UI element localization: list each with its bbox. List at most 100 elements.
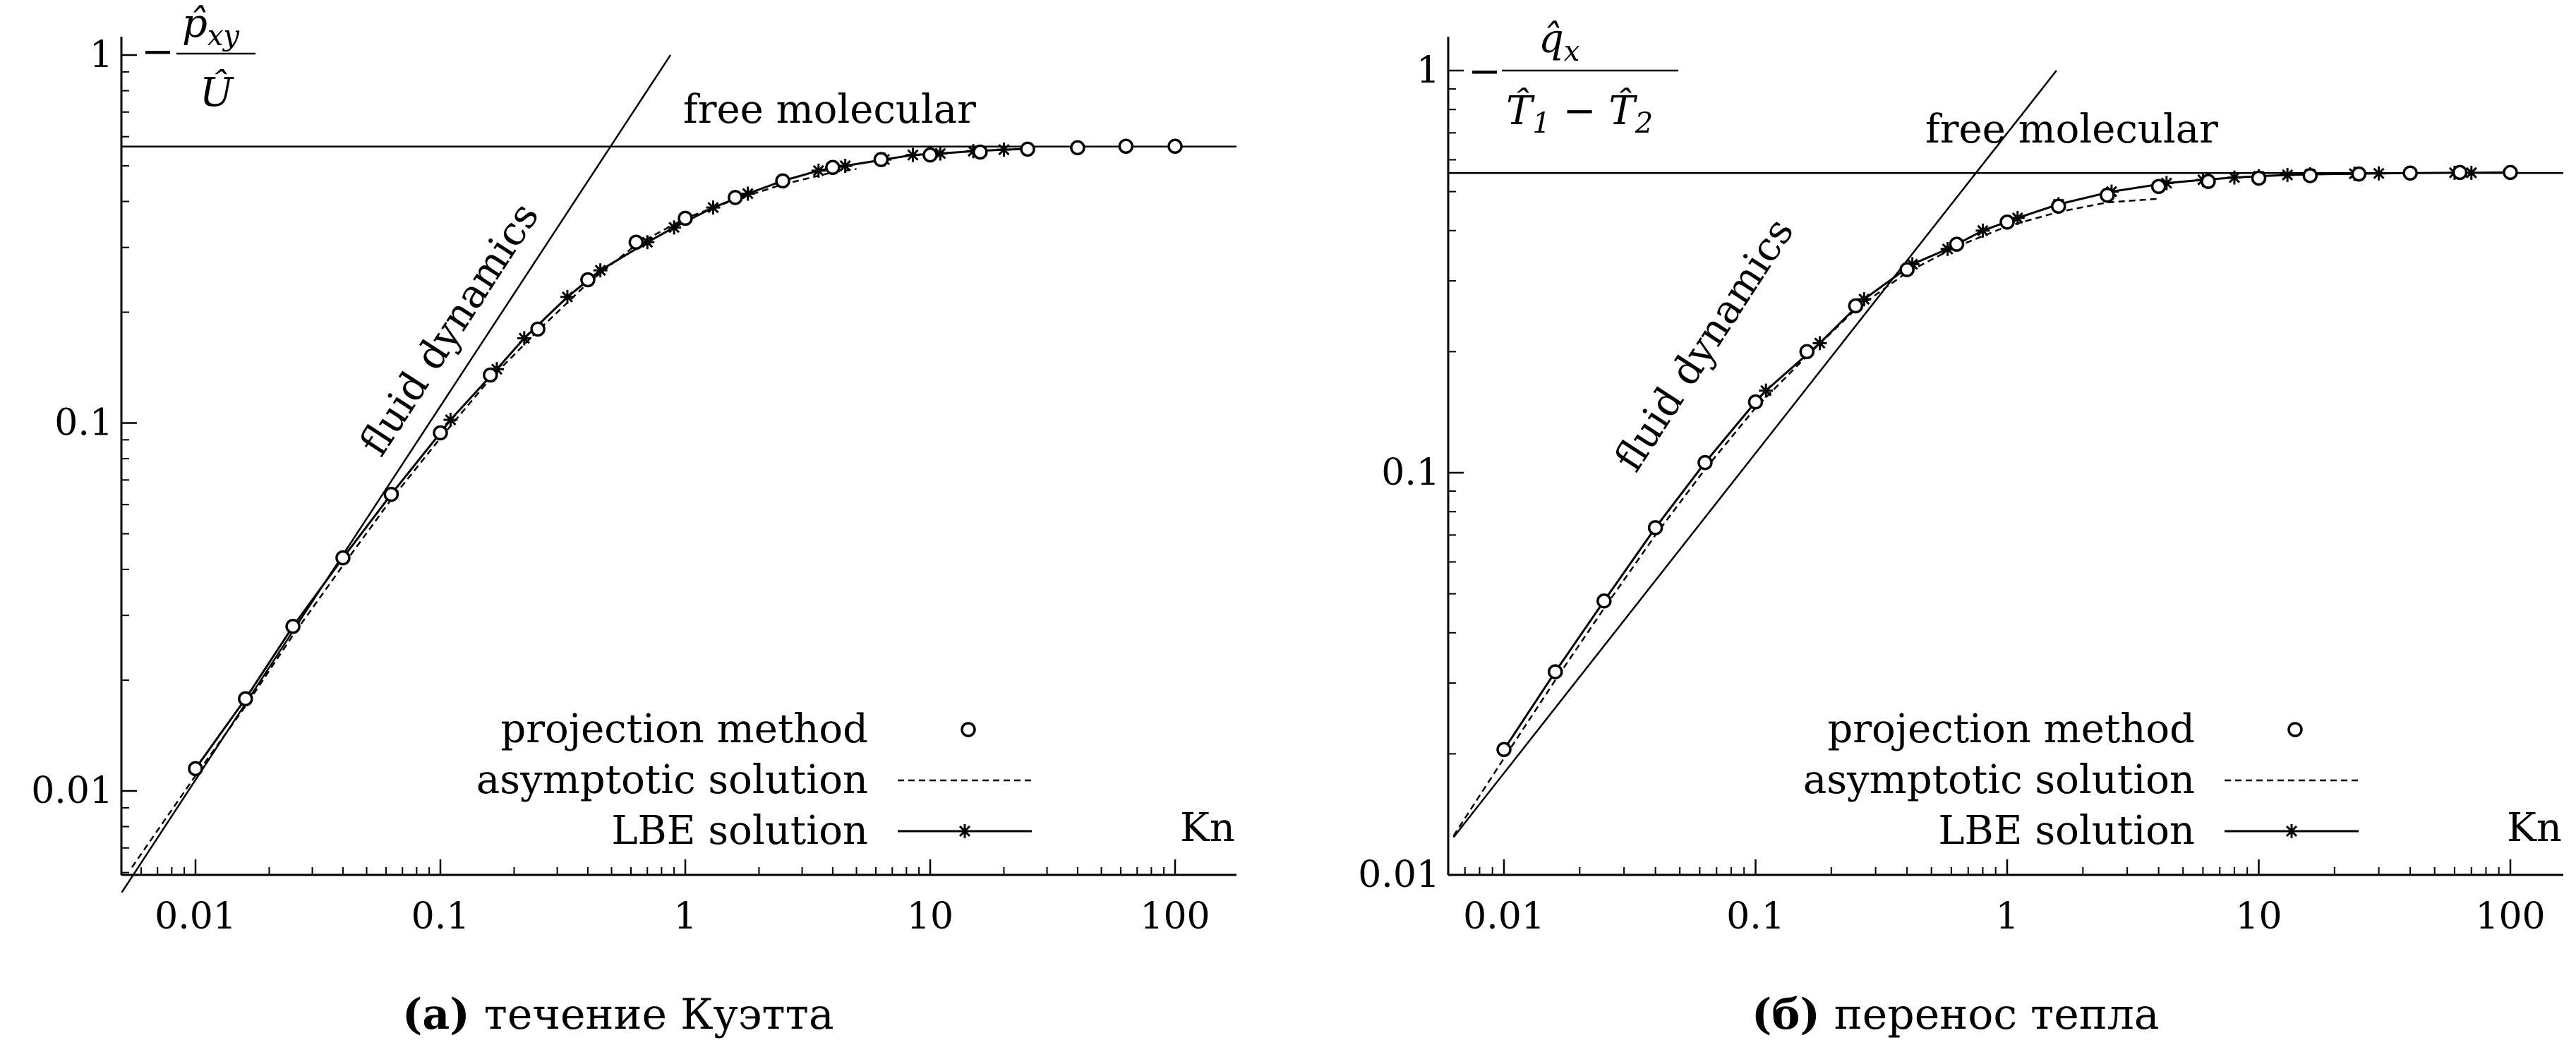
projection-circle-marker	[530, 321, 546, 337]
x-tick-label: 10	[907, 895, 953, 938]
x-tick-label: 0.1	[1726, 895, 1785, 938]
free-molecular-label: free molecular	[683, 87, 976, 133]
lbe-star-marker	[1812, 336, 1827, 351]
lbe-star-marker	[706, 200, 721, 215]
projection-circle-marker	[2302, 168, 2318, 183]
y-label-den-b-sub: 2	[1635, 107, 1653, 140]
y-label-minus: −	[1468, 49, 1501, 95]
projection-circle-marker	[922, 147, 938, 163]
y-label-numerator: q̂x	[1539, 16, 1579, 68]
y-label-den-a-sub: 1	[1532, 107, 1550, 140]
projection-circle-marker	[1799, 344, 1815, 360]
legend-label-projection: projection method	[1827, 706, 2195, 752]
y-tick-label: 0.01	[1358, 854, 1440, 896]
lbe-star-marker	[667, 220, 682, 235]
legend: projection method asymptotic solution LB…	[1803, 706, 2359, 854]
projection-circle-marker	[483, 367, 498, 383]
x-tick-label: 0.01	[1463, 895, 1545, 938]
legend-label-lbe: LBE solution	[611, 808, 868, 854]
lbe-star-marker	[1759, 383, 1774, 398]
y-label-denominator: T̂1 − T̂2	[1506, 87, 1653, 140]
legend-marker-star	[958, 824, 972, 838]
projection-circle-marker	[873, 152, 889, 167]
lbe-star-marker	[933, 146, 948, 161]
projection-circle-marker	[2503, 164, 2518, 181]
y-label-den-a: T̂	[1506, 87, 1535, 134]
x-axis-label-kn: Kn	[1180, 805, 1235, 851]
x-tick-label: 10	[2235, 895, 2282, 938]
projection-circle-marker	[2351, 166, 2367, 182]
fluid-dynamics-line	[1452, 70, 2057, 838]
fluid-dynamics-line	[121, 54, 672, 893]
projection-circle-marker	[1118, 138, 1134, 155]
chart-couette: 0.01 0.1 1 10 100 0.01 0.1 1 − p̂xy Û free mole…	[31, 1, 1236, 1039]
projection-circle-marker	[2150, 179, 2167, 195]
y-axis-label: − p̂xy Û	[141, 1, 255, 116]
projection-circle-marker	[1496, 742, 1512, 758]
y-axis-label: − q̂x T̂1 − T̂2	[1468, 16, 1678, 140]
projection-circle-marker	[825, 159, 841, 176]
plot-area: 0.01 0.1 1 10 100 0.01 0.1 1	[31, 34, 1236, 938]
projection-circle-marker	[973, 144, 988, 160]
projection-circle-marker	[1647, 520, 1663, 536]
lbe-star-marker	[2010, 210, 2025, 225]
y-label-den-b: T̂	[1608, 87, 1637, 134]
projection-circle-marker	[2051, 198, 2066, 214]
y-label-num-subscript: x	[1564, 35, 1580, 68]
legend-marker-circle	[2287, 722, 2303, 737]
legend: projection method asymptotic solution LB…	[476, 706, 1032, 854]
legend-label-asymptotic: asymptotic solution	[1803, 757, 2195, 803]
y-tick-label: 1	[90, 34, 113, 76]
projection-circle-marker	[678, 210, 693, 226]
legend-label-projection: projection method	[500, 706, 868, 752]
projection-circle-marker	[2402, 165, 2418, 181]
projection-circle-marker	[1899, 262, 1915, 277]
caption-text: течение Куэтта	[484, 990, 834, 1039]
caption-tag: (б)	[1752, 990, 1820, 1039]
y-label-den-minus: −	[1551, 88, 1609, 134]
lbe-star-marker	[2280, 167, 2295, 182]
x-tick-label: 1	[1995, 895, 2018, 938]
lbe-star-marker	[905, 147, 920, 162]
legend-marker-circle	[961, 722, 976, 737]
projection-circle-marker	[1596, 593, 1612, 609]
projection-circle-marker	[1548, 664, 1563, 679]
projection-circle-marker	[728, 190, 743, 205]
projection-circle-marker	[335, 550, 351, 566]
projection-circle-marker	[580, 272, 596, 288]
plot-area: 0.01 0.1 1 10 100 0.01 0.1 1	[1358, 37, 2563, 938]
projection-circle-marker	[1848, 298, 1864, 314]
projection-circle-marker	[188, 761, 203, 777]
projection-circle-marker	[2251, 170, 2267, 186]
x-tick-label: 0.01	[155, 895, 236, 938]
fluid-dynamics-label: fluid dynamics	[1606, 210, 1802, 480]
lbe-star-marker	[997, 143, 1011, 157]
projection-circle-marker	[1167, 138, 1183, 155]
lbe-star-marker	[838, 158, 853, 173]
lbe-star-marker	[1940, 241, 1955, 256]
free-molecular-label: free molecular	[1925, 107, 2218, 152]
series-lbe-line	[1765, 171, 2511, 392]
lbe-star-marker	[593, 263, 608, 278]
series-lbe-line	[450, 147, 1028, 421]
projection-circle-marker	[238, 691, 253, 707]
y-label-minus: −	[141, 29, 174, 75]
projection-circle-marker	[1070, 140, 1085, 156]
y-tick-label: 0.1	[54, 402, 113, 445]
caption-a: (a) течение Куэтта	[402, 990, 834, 1039]
lbe-star-marker	[2464, 165, 2479, 180]
lbe-star-marker	[1975, 223, 1990, 238]
lbe-star-marker	[2159, 176, 2174, 191]
lbe-star-marker	[489, 362, 504, 377]
legend-label-lbe: LBE solution	[1938, 808, 2195, 854]
lbe-star-marker	[2371, 166, 2386, 181]
caption-text: перенос тепла	[1834, 990, 2160, 1039]
lbe-star-marker	[811, 163, 826, 178]
lbe-star-marker	[740, 186, 755, 201]
projection-circle-marker	[2201, 174, 2216, 189]
caption-b: (б) перенос тепла	[1752, 990, 2160, 1039]
x-tick-label: 100	[2475, 895, 2545, 938]
projection-circle-marker	[2452, 164, 2468, 181]
